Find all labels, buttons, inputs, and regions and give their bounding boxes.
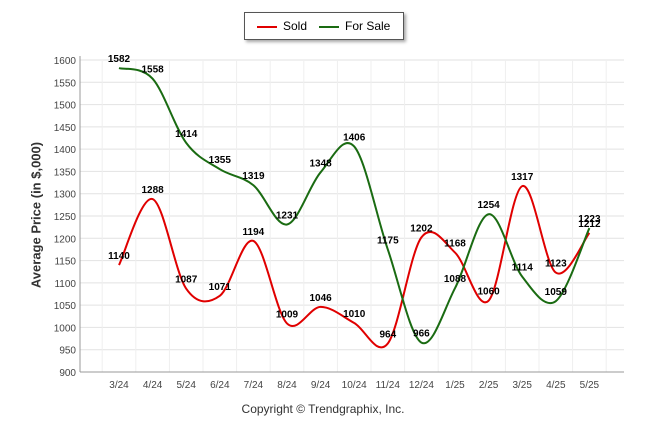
- x-tick-labels: 3/24 4/24 5/24 6/24 7/24 8/24 9/24 10/24 11/24 12…: [109, 380, 599, 391]
- data-label-for-sale: 966: [413, 329, 430, 340]
- series-line-sold: [118, 185, 591, 349]
- y-tick-label: 1550: [54, 78, 77, 89]
- data-labels: 1140 1288 1087 1071 1194 1009 1046 1010 964 1202 1…: [108, 54, 601, 340]
- data-label-sold: 964: [379, 329, 396, 340]
- data-label-for-sale: 1348: [309, 158, 332, 169]
- data-label-for-sale: 1175: [377, 235, 399, 246]
- legend-swatch-sold: [257, 26, 277, 28]
- y-tick-label: 950: [59, 346, 76, 357]
- data-label-for-sale: 1355: [209, 155, 232, 166]
- y-tick-label: 1250: [54, 212, 77, 223]
- y-tick-label: 1450: [54, 123, 77, 134]
- x-tick-label: 2/25: [479, 380, 499, 391]
- y-tick-label: 1600: [54, 56, 77, 67]
- x-tick-label: 7/24: [244, 380, 264, 391]
- series-lines: [118, 67, 591, 349]
- x-tick-label: 8/24: [277, 380, 297, 391]
- data-label-sold: 1009: [276, 309, 299, 320]
- y-tick-label: 1300: [54, 190, 77, 201]
- x-tick-label: 6/24: [210, 380, 230, 391]
- data-label-sold: 1071: [209, 282, 232, 293]
- x-tick-label: 10/24: [342, 380, 367, 391]
- data-label-for-sale: 1582: [108, 54, 131, 65]
- data-label-sold: 1168: [444, 239, 466, 250]
- y-tick-label: 1000: [54, 323, 77, 334]
- data-label-sold: 1140: [108, 251, 130, 262]
- x-tick-label: 3/25: [512, 380, 532, 391]
- copyright-footer: Copyright © Trendgraphix, Inc.: [241, 402, 405, 416]
- data-label-for-sale: 1231: [276, 210, 299, 221]
- grid-lines: [80, 59, 624, 373]
- data-label-for-sale: 1406: [343, 132, 366, 143]
- axes: [79, 56, 624, 373]
- y-tick-label: 1400: [54, 145, 77, 156]
- y-tick-label: 1350: [54, 167, 77, 178]
- data-label-for-sale: 1558: [141, 65, 164, 76]
- x-tick-label: 1/25: [445, 380, 465, 391]
- y-tick-label: 1200: [54, 234, 77, 245]
- x-tick-label: 3/24: [109, 380, 129, 391]
- data-label-for-sale: 1254: [477, 200, 500, 211]
- data-label-sold: 1060: [477, 287, 500, 298]
- data-label-sold: 1123: [545, 259, 567, 270]
- data-label-for-sale: 1319: [242, 171, 265, 182]
- x-tick-label: 9/24: [311, 380, 331, 391]
- x-tick-label: 5/24: [176, 380, 196, 391]
- x-tick-label: 12/24: [409, 380, 434, 391]
- data-label-for-sale: 1223: [578, 214, 601, 225]
- x-tick-label: 4/24: [143, 380, 163, 391]
- x-tick-label: 5/25: [580, 380, 600, 391]
- data-label-sold: 1202: [410, 223, 433, 234]
- data-label-for-sale: 1088: [444, 274, 467, 285]
- data-label-for-sale: 1414: [175, 129, 198, 140]
- y-tick-label: 1100: [54, 279, 76, 290]
- legend[interactable]: Sold For Sale: [244, 12, 404, 40]
- x-tick-label: 11/24: [376, 380, 401, 391]
- data-label-sold: 1317: [511, 172, 534, 183]
- data-label-sold: 1288: [141, 185, 164, 196]
- data-label-for-sale: 1059: [545, 287, 568, 298]
- legend-swatch-for-sale: [319, 26, 339, 28]
- y-tick-label: 1050: [54, 301, 77, 312]
- legend-label-sold: Sold: [283, 19, 308, 33]
- y-tick-label: 1150: [54, 257, 76, 268]
- data-label-sold: 1010: [343, 309, 366, 320]
- y-tick-labels: 900 950 1000 1050 1100 1150 1200 1250 1300 1350 14…: [54, 56, 77, 379]
- data-label-sold: 1046: [309, 293, 332, 304]
- y-axis-title: Average Price (in $,000): [28, 141, 44, 289]
- data-label-sold: 1087: [175, 275, 198, 286]
- data-label-for-sale: 1114: [512, 263, 534, 274]
- legend-label-for-sale: For Sale: [345, 19, 391, 33]
- data-label-sold: 1212: [578, 219, 601, 230]
- data-label-sold: 1194: [243, 227, 265, 238]
- series-line-for-sale: [118, 67, 591, 345]
- y-tick-label: 900: [59, 368, 76, 379]
- y-tick-label: 1500: [54, 101, 77, 112]
- x-tick-label: 4/25: [546, 380, 566, 391]
